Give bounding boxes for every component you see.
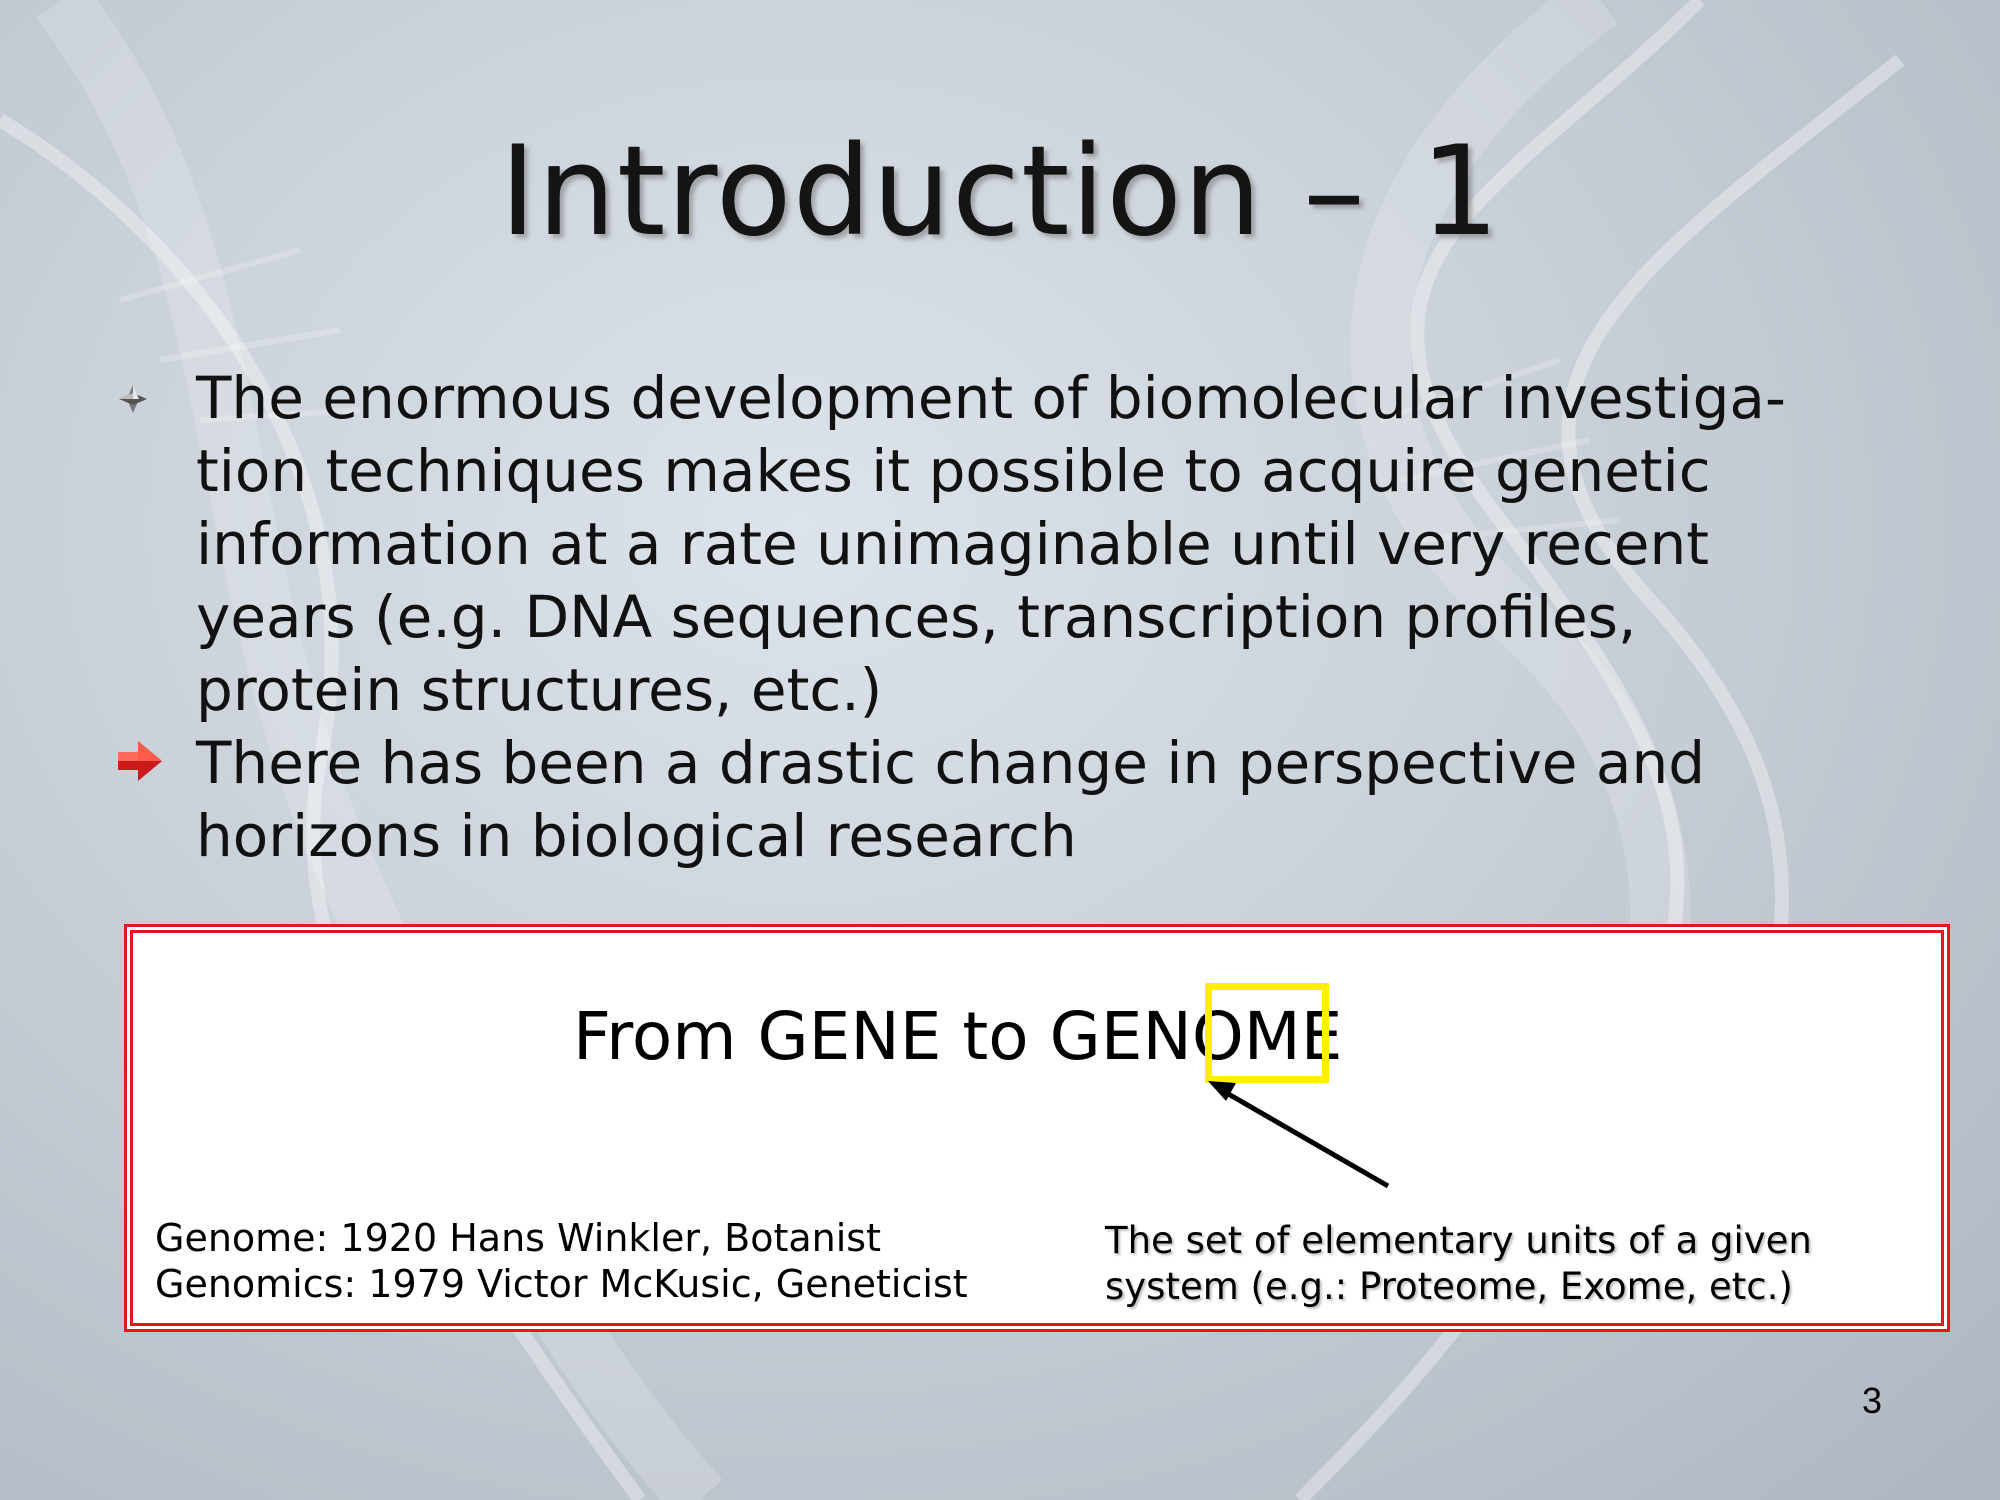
bullet-line: information at a rate unimaginable until… xyxy=(196,510,1709,578)
slide-title-number: 1 xyxy=(1420,120,1501,264)
ome-definition-note: The set of elementary units of a given s… xyxy=(1105,1218,1812,1310)
bullet-line: tion techniques makes it possible to acq… xyxy=(196,437,1711,505)
history-line: Genomics: 1979 Victor McKusic, Geneticis… xyxy=(155,1262,968,1306)
bullet-item: The enormous development of biomolecular… xyxy=(118,362,1894,727)
bullet-item: There has been a drastic change in persp… xyxy=(118,727,1894,873)
gene-to-genome-panel: From GENE to GENOME Genome: 1920 Hans Wi… xyxy=(130,930,1944,1326)
panel-heading: From GENE to GENOME xyxy=(573,998,1343,1075)
red-arrow-bullet-icon xyxy=(118,741,162,781)
bullet-line: The enormous development of biomolecular… xyxy=(196,364,1786,432)
bullet-line: protein structures, etc.) xyxy=(196,656,883,724)
definition-line: The set of elementary units of a given xyxy=(1105,1219,1812,1262)
slide-title: Introduction – 1 xyxy=(0,120,2000,264)
ome-highlight-box xyxy=(1205,983,1329,1083)
bullet-line: There has been a drastic change in persp… xyxy=(196,729,1706,797)
bullet-list: The enormous development of biomolecular… xyxy=(118,362,1894,873)
definition-line: system (e.g.: Proteome, Exome, etc.) xyxy=(1105,1265,1793,1308)
bullet-line: years (e.g. DNA sequences, transcription… xyxy=(196,583,1637,651)
diamond-bullet-icon xyxy=(119,385,147,413)
history-note: Genome: 1920 Hans Winkler, Botanist Geno… xyxy=(155,1215,968,1307)
slide-title-separator: – xyxy=(1303,120,1366,264)
slide-title-text: Introduction xyxy=(499,120,1263,264)
bullet-line: horizons in biological research xyxy=(196,802,1077,870)
history-line: Genome: 1920 Hans Winkler, Botanist xyxy=(155,1216,881,1260)
page-number: 3 xyxy=(1861,1380,1882,1421)
pointer-arrow-icon xyxy=(1208,1081,1390,1189)
